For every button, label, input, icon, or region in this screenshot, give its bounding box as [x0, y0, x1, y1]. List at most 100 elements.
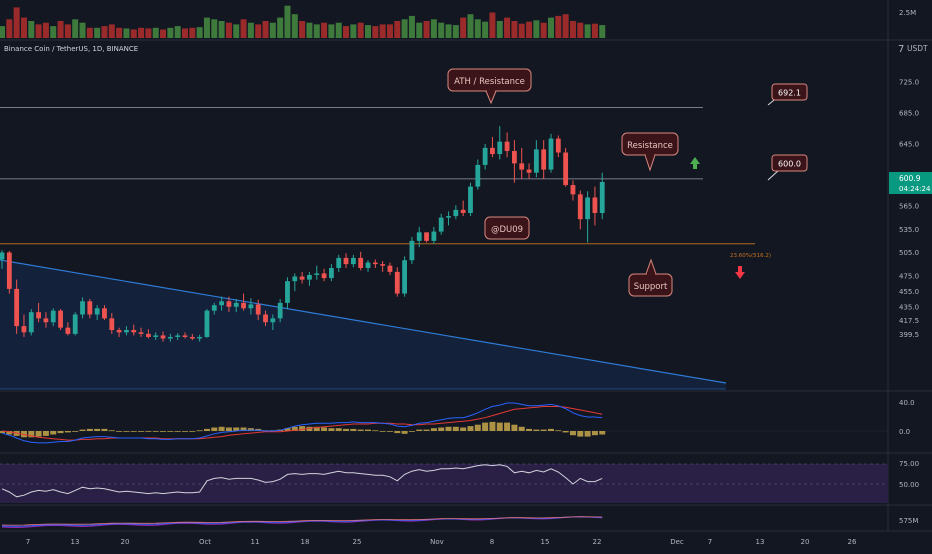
time-label: 11 [251, 538, 260, 546]
candle [512, 140, 517, 183]
candle [424, 232, 429, 243]
candle [533, 140, 539, 178]
axis-seven-glyph: 7 [898, 44, 904, 55]
candle [446, 211, 451, 226]
volume-bar [218, 21, 225, 38]
candle-body [402, 260, 407, 294]
macd-histogram-bar [167, 431, 174, 432]
horizontal-levels [0, 107, 755, 245]
candle [585, 191, 590, 243]
volume-bar [518, 23, 525, 38]
candle-body [211, 305, 217, 311]
candle-body [87, 301, 93, 315]
candle-body [307, 274, 312, 280]
price-label-692[interactable]: 692.1 [767, 83, 808, 106]
volume-bar [174, 26, 181, 38]
candle-body [380, 264, 386, 266]
price-label-692-text: 692.1 [778, 89, 801, 98]
time-label: 15 [541, 538, 550, 546]
candle [197, 334, 203, 342]
candle [358, 251, 364, 271]
volume-bar [445, 24, 452, 38]
candle-body [204, 310, 210, 337]
candle-body [482, 147, 488, 165]
volume-bar [6, 19, 13, 38]
volume-bar [526, 21, 533, 38]
volume-bar [350, 24, 357, 38]
volume-bar [343, 26, 350, 38]
candle-body [285, 281, 290, 303]
macd-histogram-bar [28, 431, 35, 438]
price-tick: 435.0 [899, 303, 919, 311]
callout-ath-resistance[interactable]: ATH / Resistance [447, 68, 532, 105]
candle [87, 299, 93, 319]
macd-histogram-bar [57, 431, 64, 434]
candle-body [277, 302, 283, 319]
volume-bar [408, 15, 415, 38]
time-axis[interactable]: 7 13 20 Oct 11 18 25 Nov 8 15 22 Dec 7 13 20 26 [26, 538, 857, 546]
volume-bar [291, 14, 298, 38]
candle [248, 298, 254, 315]
price-tick: 535.0 [899, 226, 919, 234]
candle [299, 271, 305, 284]
candle [167, 333, 173, 342]
candle-body [58, 310, 63, 328]
candle [394, 267, 400, 297]
macd-histogram-bar [489, 421, 496, 431]
candle [277, 299, 283, 323]
volume-bar [182, 28, 188, 38]
candle [292, 273, 298, 292]
macd-histogram-bar [401, 431, 408, 434]
macd-histogram-bar [101, 428, 108, 431]
candle [592, 186, 598, 226]
candle [577, 190, 583, 230]
candle-body [394, 271, 400, 294]
macd-histogram-bar [50, 431, 57, 435]
macd-histogram-bar [526, 428, 533, 431]
candle [270, 314, 276, 330]
volume-bar [225, 22, 232, 38]
macd-histogram-bar [569, 431, 576, 436]
macd-histogram-bar [233, 427, 240, 431]
candle [314, 265, 320, 280]
callout-author[interactable]: @DU09 [484, 216, 530, 240]
volume-bar [394, 21, 401, 38]
callout-resistance[interactable]: Resistance [621, 132, 679, 172]
candle-body [563, 152, 569, 186]
time-label: 13 [71, 538, 80, 546]
price-label-600-text: 600.0 [778, 160, 801, 169]
price-axis[interactable]: 725.0 685.0 645.0 565.0 535.0 505.0 475.0 455.0… [899, 79, 919, 339]
candle [307, 271, 312, 286]
candle-body [233, 302, 239, 307]
candle-body [36, 312, 41, 319]
candle [490, 137, 495, 158]
macd-histogram-bar [562, 431, 569, 433]
volume-bar [64, 24, 71, 38]
callout-support[interactable]: Support [628, 258, 673, 297]
macd-histogram-bar [365, 429, 371, 431]
volume-bar [269, 22, 276, 38]
time-label: 20 [801, 538, 810, 546]
volume-bar [540, 22, 547, 38]
volume-bar [591, 23, 598, 38]
candle [6, 250, 12, 294]
candle-body [336, 257, 342, 268]
candle-body [314, 273, 320, 275]
volume-bar [233, 24, 240, 38]
candle [409, 237, 415, 265]
candle-body [263, 314, 268, 323]
volume-bar [379, 24, 386, 38]
volume-pane [0, 5, 606, 39]
candle-body [555, 138, 561, 153]
candle [350, 254, 356, 268]
candle [189, 333, 195, 341]
macd-histogram-bar [335, 428, 342, 431]
price-label-600[interactable]: 600.0 [767, 154, 808, 181]
macd-histogram-bar [108, 430, 115, 432]
price-tick: 475.0 [899, 272, 919, 280]
volume-bar [284, 5, 291, 38]
macd-histogram-bar [174, 431, 181, 432]
volume-bar [438, 22, 445, 38]
macd-histogram-bar [72, 431, 79, 432]
